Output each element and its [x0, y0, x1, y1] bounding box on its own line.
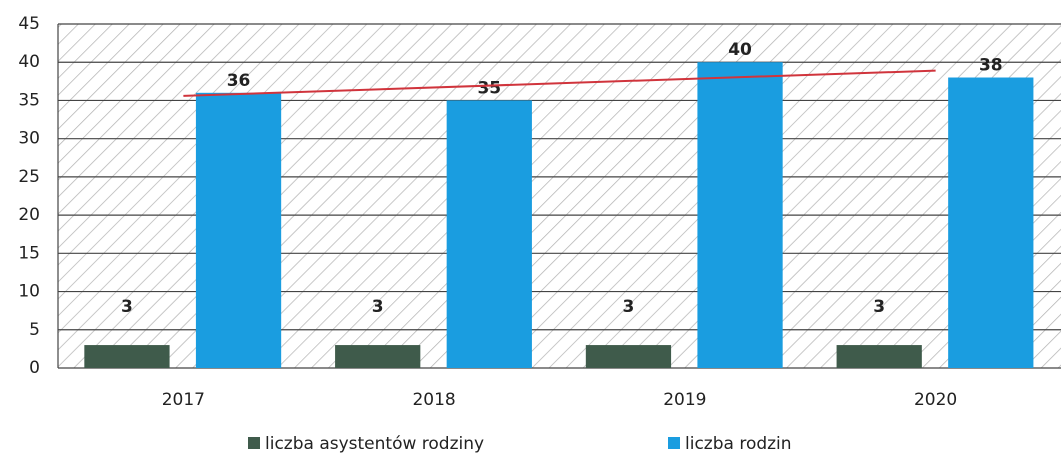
x-tick-label: 2017 — [162, 390, 205, 410]
value-label: 35 — [477, 78, 501, 98]
value-label: 3 — [372, 297, 384, 317]
bar — [335, 345, 421, 368]
y-tick-label: 5 — [29, 320, 40, 340]
y-tick-label: 0 — [29, 358, 40, 378]
y-tick-label: 35 — [18, 90, 40, 110]
value-label: 3 — [873, 297, 885, 317]
value-label: 36 — [227, 71, 251, 91]
y-tick-label: 30 — [18, 129, 40, 149]
legend-swatch — [668, 437, 680, 449]
y-tick-label: 25 — [18, 167, 40, 187]
legend-label: liczba rodzin — [685, 434, 792, 454]
bar — [948, 77, 1034, 368]
bar — [84, 345, 170, 368]
y-tick-label: 20 — [18, 205, 40, 225]
bar — [446, 100, 532, 368]
x-tick-label: 2019 — [663, 390, 706, 410]
x-tick-label: 2020 — [914, 390, 957, 410]
bar — [697, 62, 783, 368]
legend-label: liczba asystentów rodziny — [265, 434, 484, 454]
bar — [195, 92, 282, 369]
y-tick-label: 40 — [18, 52, 40, 72]
value-label: 40 — [728, 40, 752, 60]
y-tick-label: 10 — [18, 282, 40, 302]
value-label: 3 — [623, 297, 635, 317]
bar — [585, 345, 672, 368]
value-label: 3 — [121, 297, 133, 317]
legend-swatch — [248, 437, 260, 449]
bar — [836, 345, 922, 368]
y-tick-label: 15 — [18, 243, 40, 263]
y-tick-label: 45 — [18, 14, 40, 34]
x-tick-label: 2018 — [412, 390, 455, 410]
value-label: 38 — [979, 56, 1003, 76]
trend-line — [183, 69, 936, 97]
